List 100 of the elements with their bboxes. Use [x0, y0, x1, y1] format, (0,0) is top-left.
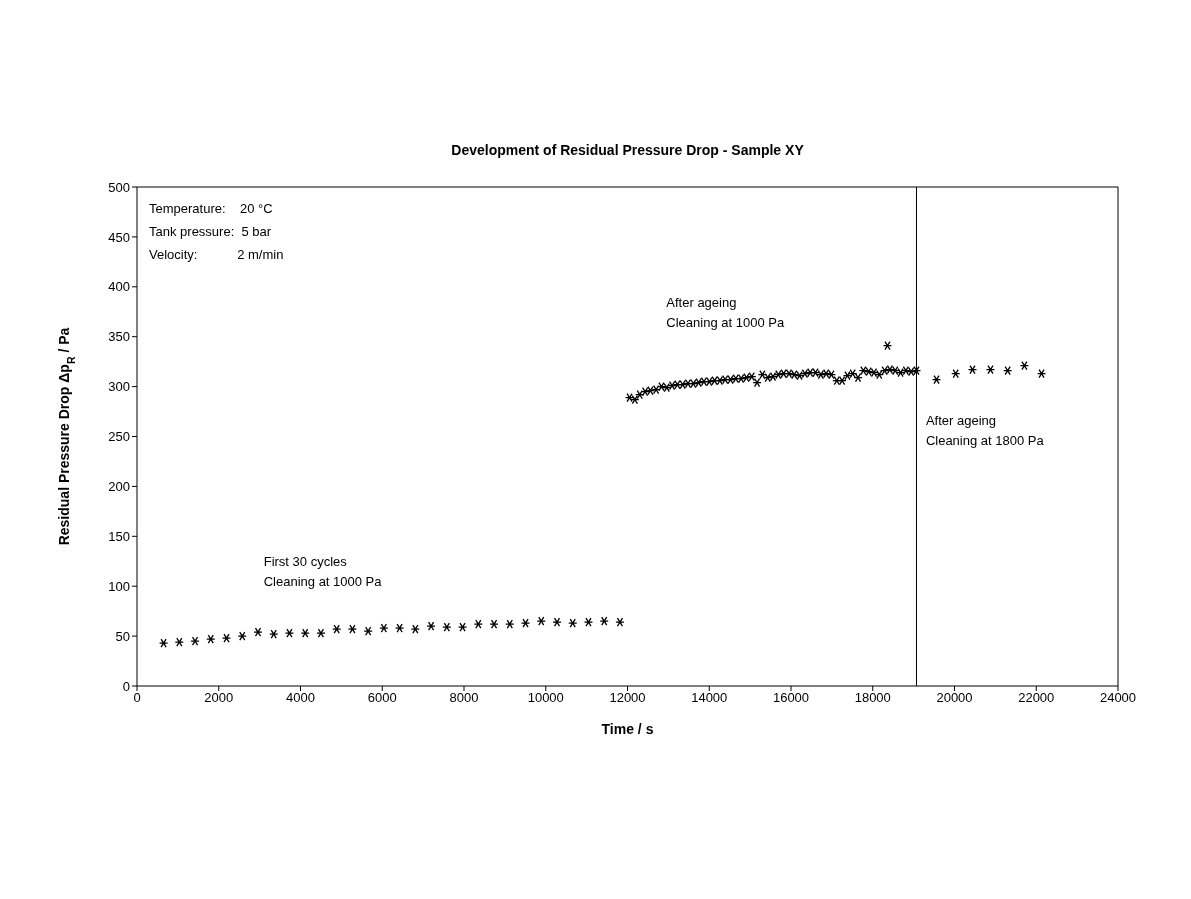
point	[789, 369, 799, 380]
point	[885, 364, 895, 375]
point	[683, 378, 693, 389]
x-tick-label: 22000	[1018, 690, 1055, 706]
point	[752, 377, 762, 388]
point	[810, 367, 821, 378]
point	[725, 374, 736, 385]
annotation: After ageing Cleaning at 1800 Pa	[925, 412, 1045, 448]
point	[457, 622, 468, 632]
point	[1019, 360, 1030, 371]
point	[805, 367, 815, 378]
x-tick-label: 4000	[286, 690, 315, 706]
point	[763, 372, 773, 383]
point	[911, 365, 922, 376]
point	[869, 367, 879, 378]
point	[520, 618, 531, 628]
point	[794, 370, 805, 381]
y-tick-label: 250	[108, 429, 130, 445]
point	[253, 627, 263, 637]
point	[269, 629, 279, 639]
point	[800, 368, 810, 379]
point	[656, 381, 667, 392]
point	[630, 394, 640, 405]
y-tick-label: 450	[108, 229, 130, 245]
point	[635, 389, 645, 400]
point	[736, 373, 746, 384]
annotation: Velocity: 2 m/min	[149, 247, 284, 262]
x-tick-label: 6000	[367, 690, 397, 706]
point	[599, 616, 609, 626]
point	[832, 375, 842, 386]
point	[858, 365, 868, 376]
point	[731, 373, 741, 384]
y-tick-label: 350	[108, 329, 130, 345]
x-tick-label: 8000	[449, 690, 479, 706]
point	[879, 365, 890, 376]
chart-title: Development of Residual Pressure Drop - Sample XY	[451, 142, 805, 158]
point	[951, 368, 961, 379]
point	[174, 637, 184, 647]
point	[536, 616, 546, 626]
point	[778, 368, 789, 379]
point	[379, 623, 389, 633]
x-tick-label: 24000	[1099, 690, 1137, 706]
point	[715, 375, 725, 386]
point	[816, 369, 826, 380]
point	[882, 341, 893, 351]
point	[768, 371, 778, 382]
point	[688, 378, 698, 389]
point	[967, 364, 978, 375]
point	[874, 369, 884, 380]
x-tick-label: 16000	[772, 690, 810, 706]
point	[158, 638, 169, 648]
point	[704, 376, 714, 387]
annotation: Tank pressure: 5 bar	[149, 224, 272, 239]
point	[741, 372, 752, 383]
point	[784, 368, 794, 379]
y-tick-label: 500	[108, 179, 130, 195]
point	[826, 369, 837, 380]
point	[583, 617, 594, 627]
point	[842, 370, 853, 381]
point	[426, 621, 436, 631]
point	[410, 624, 421, 634]
point	[931, 374, 942, 385]
point	[906, 366, 916, 377]
x-tick-label: 18000	[854, 690, 891, 706]
point	[442, 622, 452, 632]
annotation: After ageing Cleaning at 1000 Pa	[666, 294, 785, 330]
x-tick-label: 12000	[609, 690, 646, 706]
point	[864, 366, 874, 377]
point	[568, 618, 578, 628]
point	[300, 628, 310, 638]
point	[237, 631, 247, 641]
point	[821, 368, 831, 379]
point	[284, 628, 295, 638]
point	[853, 372, 863, 383]
point	[624, 392, 635, 403]
point	[890, 365, 900, 376]
point	[651, 384, 661, 395]
point	[720, 374, 730, 385]
point	[640, 386, 650, 397]
point	[552, 617, 562, 627]
point	[895, 367, 906, 378]
x-tick-label: 20000	[936, 690, 973, 706]
y-tick-label: 50	[115, 628, 130, 644]
point	[316, 628, 326, 638]
x-tick-label: 10000	[527, 690, 564, 706]
point	[394, 623, 405, 633]
y-tick-label: 0	[122, 678, 130, 694]
point	[221, 633, 232, 643]
y-tick-label: 150	[108, 528, 130, 544]
annotation: First 30 cycles Cleaning at 1000 Pa	[263, 554, 383, 590]
point	[848, 368, 858, 379]
point	[773, 369, 783, 380]
point	[693, 377, 704, 388]
x-tick-label: 14000	[691, 690, 728, 706]
y-tick-label: 300	[108, 379, 130, 395]
point	[699, 376, 709, 387]
x-tick-label: 0	[133, 690, 141, 706]
point	[347, 624, 358, 634]
annotation: Temperature: 20 °C	[149, 201, 273, 216]
point	[1036, 368, 1047, 379]
